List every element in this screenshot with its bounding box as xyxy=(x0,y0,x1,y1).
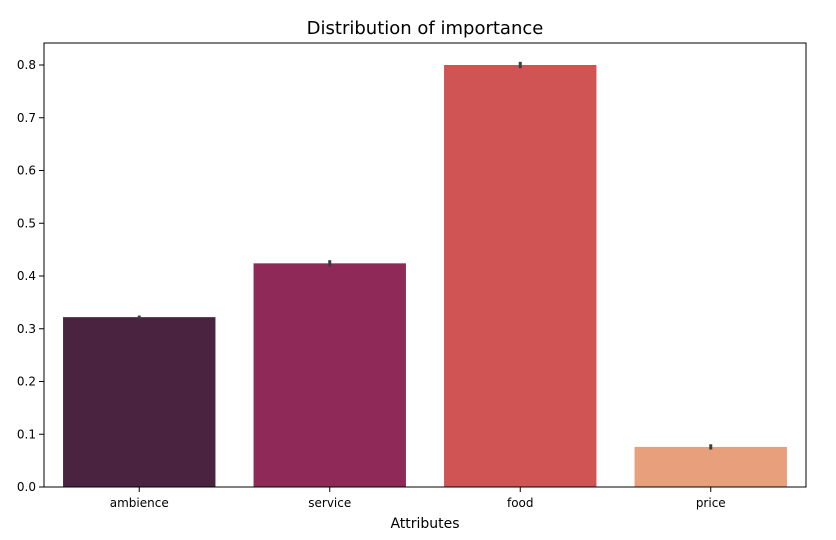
plot-frame xyxy=(43,42,807,488)
x-axis-label: Attributes xyxy=(390,516,459,532)
x-tick-label: ambience xyxy=(110,496,169,510)
y-tick-label: 0.7 xyxy=(17,111,36,125)
y-tick-label: 0.4 xyxy=(17,269,36,283)
y-axis: 0.0 0.1 0.2 0.3 0.4 0.5 0.6 0.7 0.8 xyxy=(17,58,44,494)
x-axis: ambience service food price xyxy=(110,487,726,510)
bar-service xyxy=(253,263,406,487)
y-tick-label: 0.1 xyxy=(17,427,36,441)
y-tick-label: 0.2 xyxy=(17,375,36,389)
y-tick-label: 0.3 xyxy=(17,322,36,336)
chart-title: Distribution of importance xyxy=(307,18,544,39)
bar-price xyxy=(634,446,787,487)
y-tick-label: 0.5 xyxy=(17,216,36,230)
x-tick-label: price xyxy=(696,496,726,510)
y-tick-label: 0.8 xyxy=(17,58,36,72)
error-bars xyxy=(137,61,713,450)
y-tick-label: 0.0 xyxy=(17,480,36,494)
y-tick-label: 0.6 xyxy=(17,164,36,178)
bar-food xyxy=(444,65,597,487)
x-tick-label: service xyxy=(308,496,351,510)
bars xyxy=(63,65,787,487)
bar-ambience xyxy=(63,317,216,487)
x-tick-label: food xyxy=(507,496,534,510)
